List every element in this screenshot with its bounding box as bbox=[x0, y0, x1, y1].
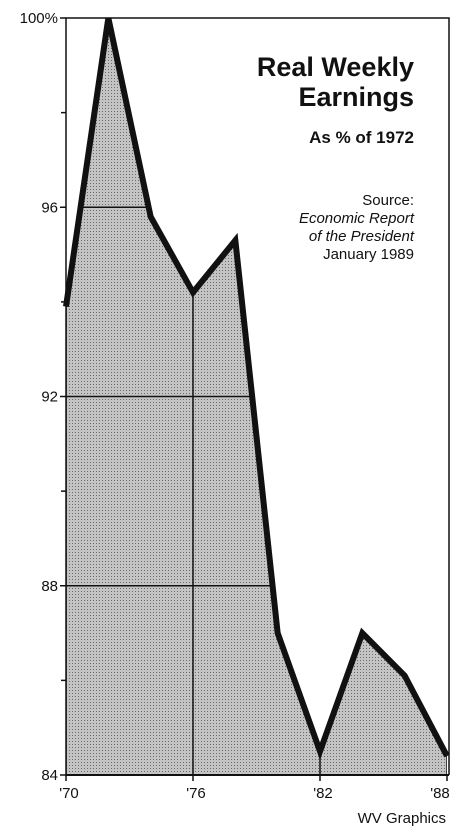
x-tick-label: '88 bbox=[430, 785, 450, 802]
chart-canvas: 84 88 92 96 100% '70 '76 '82 '88 bbox=[0, 0, 462, 835]
y-tick-label: 84 bbox=[41, 767, 58, 784]
x-tick-label: '70 bbox=[59, 785, 79, 802]
y-tick-label: 96 bbox=[41, 199, 58, 216]
y-tick-label: 88 bbox=[41, 578, 58, 595]
source: Source: Economic Report of the President… bbox=[299, 192, 414, 264]
chart: 84 88 92 96 100% '70 '76 '82 '88 Real Weekly Ear… bbox=[0, 0, 462, 835]
x-tick-label: '76 bbox=[186, 785, 206, 802]
title-line: Earnings bbox=[257, 82, 414, 112]
title-line: Real Weekly bbox=[257, 52, 414, 82]
source-name: of the President bbox=[299, 228, 414, 246]
y-tick-label: 92 bbox=[41, 389, 58, 406]
x-tick-label: '82 bbox=[313, 785, 333, 802]
source-label: Source: bbox=[299, 192, 414, 210]
credit: WV Graphics bbox=[358, 810, 446, 827]
y-tick-label: 100% bbox=[20, 10, 58, 27]
source-date: January 1989 bbox=[299, 246, 414, 264]
source-line: Economic Report bbox=[299, 210, 414, 227]
source-name: Economic Report bbox=[299, 210, 414, 228]
subtitle: As % of 1972 bbox=[309, 128, 414, 148]
chart-title: Real Weekly Earnings bbox=[257, 52, 414, 112]
source-line: of the President bbox=[309, 228, 414, 245]
